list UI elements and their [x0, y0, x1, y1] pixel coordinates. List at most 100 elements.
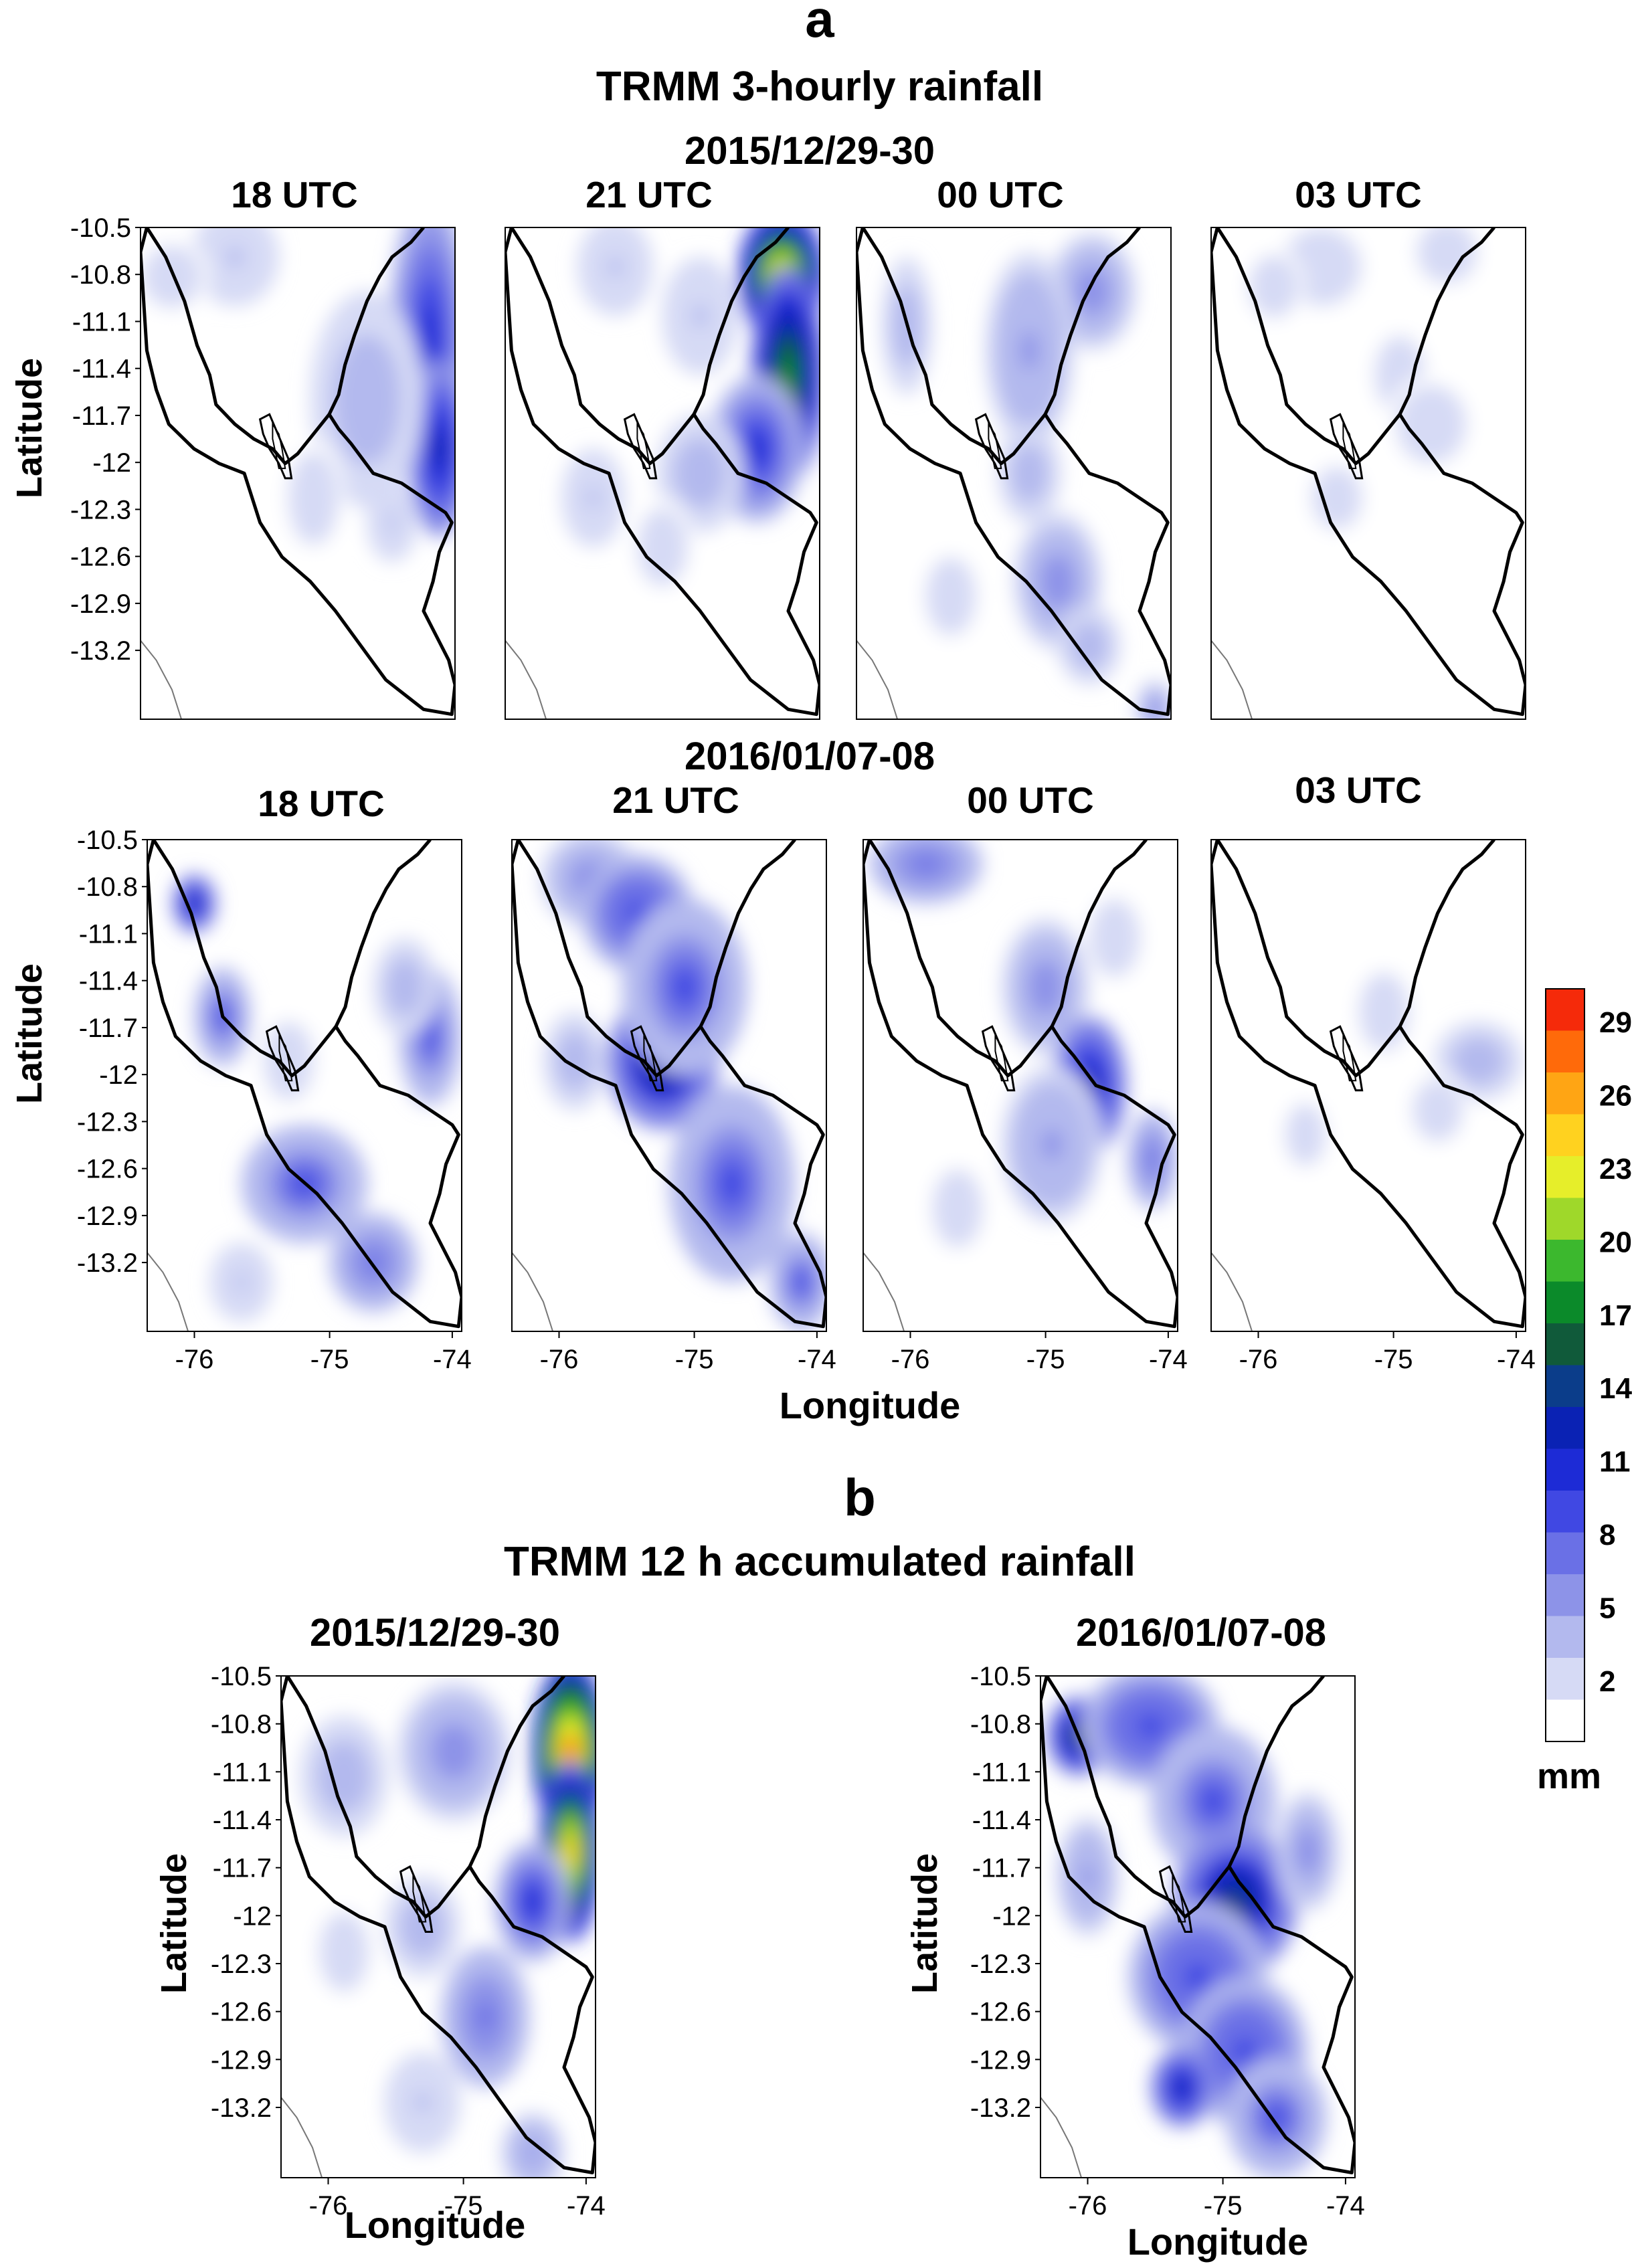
coastline [505, 640, 547, 719]
lat-tick-label: -13.2 [77, 1248, 138, 1278]
boundaries [505, 227, 820, 719]
row2-date: 2016/01/07-08 [685, 735, 935, 778]
sub-basin-line [468, 1676, 565, 1868]
map-frame [1040, 1675, 1356, 2178]
rain-cell [476, 2003, 494, 2031]
rain-cell [1266, 2105, 1287, 2130]
lat-tick-label: -12 [99, 1060, 138, 1090]
rain-cell [1020, 330, 1038, 371]
lon-tick-label: -74 [1149, 1345, 1188, 1374]
rain-cell [626, 901, 649, 925]
lat-tick-label: -12.9 [77, 1202, 138, 1231]
lat-tick-label: -11.1 [72, 307, 131, 337]
coastline [863, 1252, 905, 1331]
lake-inner [1342, 1034, 1357, 1082]
lat-tick-label: -10.5 [70, 213, 131, 243]
basin-outline [1211, 840, 1526, 1329]
sub-basin-line [699, 840, 796, 1028]
lon-tick-label: -75 [310, 1345, 349, 1374]
lat-tick-label: -12 [92, 448, 131, 478]
sub-basin-line [1050, 840, 1148, 1028]
basin-outline [141, 227, 455, 717]
map-frame [511, 839, 827, 1332]
coastline [1211, 640, 1253, 719]
lon-tick-label: -75 [675, 1345, 714, 1374]
rain-cell [189, 897, 199, 910]
lon-tick-label: -75 [1374, 1345, 1413, 1374]
rain-cell [433, 431, 446, 467]
rain-cell [1222, 1887, 1249, 1917]
row2-time-00: 00 UTC [967, 779, 1094, 821]
maps-layer: -10.5 -10.8 -11.1 -11.4 -11.7 -12 -12.3 -12.6 -1… [70, 213, 1536, 2220]
lon-tick-label: -74 [567, 2191, 606, 2220]
colorbar-tick-label: 23 [1599, 1153, 1632, 1186]
coastline [1211, 1252, 1253, 1331]
sub-basin-line [1398, 227, 1495, 415]
rain-cell [1023, 463, 1036, 484]
acc2-ylabel: Latitude [905, 1853, 945, 1994]
colorbar-step [1546, 1699, 1584, 1742]
basin-outline [512, 840, 826, 1329]
lon-tick-label: -74 [1326, 2191, 1365, 2220]
lat-tick-label: -11.1 [213, 1758, 272, 1787]
panel-a-letter: a [805, 0, 834, 48]
rainfall-field [300, 1676, 596, 2178]
sub-basin-line [1043, 227, 1141, 415]
colorbar-tick-label: 26 [1599, 1079, 1632, 1112]
lake-inner [278, 1034, 293, 1082]
colorbar: 29 26 23 20 17 14 11 8 5 2 mm [1537, 988, 1632, 1796]
rain-cell [656, 537, 669, 557]
lake-inner [636, 421, 651, 470]
lake-outline [265, 1025, 300, 1092]
basin-outline [856, 227, 1171, 717]
lake-outline [981, 1025, 1016, 1092]
lake-outline [258, 413, 293, 480]
lat-tick-label: -12.9 [970, 2045, 1031, 2075]
rain-cell [672, 969, 698, 1005]
lat-tick-label: -11.4 [79, 967, 138, 996]
lat-tick-label: -12.3 [970, 1950, 1031, 1979]
lon-tick-label: -74 [1497, 1345, 1536, 1374]
lake-inner [1172, 1874, 1186, 1923]
row2-time-21: 21 UTC [612, 779, 739, 821]
rain-cell [526, 2144, 539, 2161]
rain-cell [424, 1022, 437, 1050]
rain-cell [1469, 1052, 1487, 1069]
rain-cell [691, 461, 709, 486]
lat-tick-label: -10.8 [70, 260, 131, 290]
rain-cell [1311, 257, 1332, 277]
lon-tick-label: -76 [540, 1345, 579, 1374]
colorbar-unit: mm [1537, 1756, 1601, 1796]
rainfall-field [869, 840, 1178, 1258]
lake-outline [630, 1025, 664, 1092]
coastline [512, 1252, 554, 1331]
lon-tick-label: -76 [1069, 2191, 1107, 2220]
map-a-2015-00 [856, 227, 1172, 720]
rain-cell [1108, 928, 1121, 948]
rain-cell [1049, 567, 1067, 595]
boundaries [863, 840, 1178, 1331]
lon-tick-label: -76 [1239, 1345, 1278, 1374]
lat-tick-label: -10.8 [970, 1710, 1031, 1739]
lat-tick-label: -11.4 [213, 1806, 272, 1835]
lat-tick-label: -13.2 [211, 2093, 272, 2123]
rain-cell [235, 1274, 248, 1291]
sub-basin-line [1227, 1676, 1325, 1868]
colorbar-frame [1545, 988, 1585, 1742]
panel-b-letter: b [844, 1468, 876, 1527]
rainfall-field [561, 227, 820, 597]
acc2-date: 2016/01/07-08 [1076, 1611, 1326, 1655]
row2-time-18: 18 UTC [258, 783, 385, 824]
coastline [141, 640, 183, 719]
colorbar-step [1546, 1030, 1584, 1073]
rain-cell [422, 306, 438, 365]
lat-tick-label: -10.8 [77, 872, 138, 902]
rain-cell [1267, 278, 1281, 294]
colorbar-tick-label: 20 [1599, 1226, 1632, 1258]
rain-cell [693, 304, 708, 328]
rain-cell [608, 257, 623, 277]
colorbar-step [1546, 1240, 1584, 1283]
rain-cell [525, 1889, 541, 1914]
colorbar-step [1546, 1072, 1584, 1115]
row2-time-03: 03 UTC [1295, 769, 1422, 811]
